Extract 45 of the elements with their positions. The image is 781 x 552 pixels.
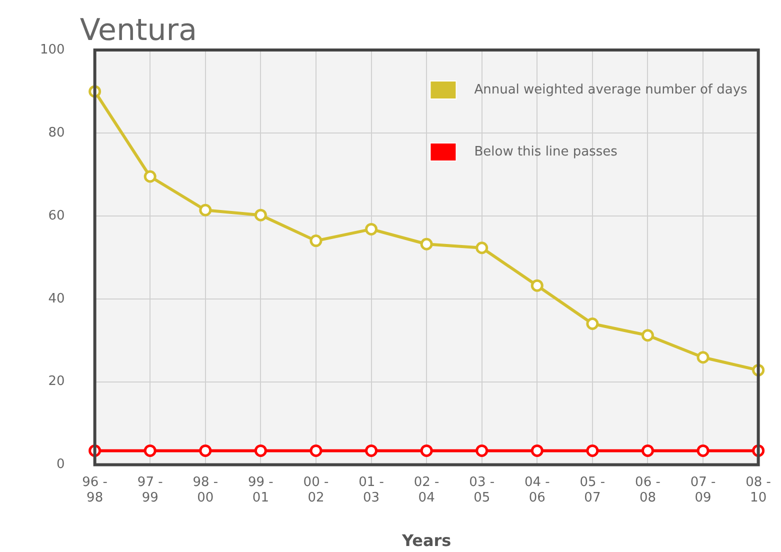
point (365, 444, 378, 457)
x-tick-label: 03 - 05 (469, 474, 495, 506)
x-tick-label: 04 - 06 (524, 474, 550, 506)
x-tick-label: 08 - 10 (746, 474, 772, 506)
point (476, 444, 488, 457)
point (641, 329, 654, 342)
legend-label: Below this line passes (474, 144, 618, 160)
point (420, 238, 433, 250)
legend-label: Annual weighted average number of days (474, 82, 748, 98)
point (144, 444, 156, 457)
x-tick-label: 98 - 00 (192, 474, 218, 506)
point (199, 204, 212, 216)
point (586, 318, 599, 330)
x-tick-label: 06 - 08 (635, 474, 661, 506)
point (199, 444, 212, 457)
y-tick-label: 60 (48, 208, 65, 224)
x-tick-label: 02 - 04 (414, 474, 440, 506)
point (696, 444, 710, 457)
y-tick-label: 20 (48, 374, 65, 390)
y-tick-label: 80 (48, 125, 65, 140)
point (530, 279, 544, 292)
point (365, 222, 378, 236)
x-tick-label: 07 - 09 (690, 474, 716, 506)
x-tick-label: 05 - 07 (580, 474, 606, 506)
point (696, 351, 710, 364)
y-tick-label: 40 (48, 291, 65, 306)
x-tick-label: 01 - 03 (358, 474, 384, 506)
point (310, 444, 322, 457)
point (420, 444, 433, 457)
point (586, 444, 599, 457)
x-tick-label: 99 - 01 (248, 474, 274, 506)
point (254, 208, 267, 222)
chart-title: Ventura (80, 13, 197, 48)
point (476, 242, 488, 254)
point (254, 444, 267, 457)
y-tick-label: 100 (40, 42, 65, 58)
x-axis-title: Years (400, 531, 452, 550)
x-tick-label: 00 - 02 (303, 474, 329, 506)
point (310, 234, 322, 248)
x-tick-label: 96 - 98 (82, 474, 108, 506)
point (144, 170, 156, 183)
x-tick-label: 97 - 99 (137, 474, 164, 506)
point (530, 444, 544, 457)
y-tick-label: 0 (56, 457, 65, 472)
point (641, 444, 654, 457)
